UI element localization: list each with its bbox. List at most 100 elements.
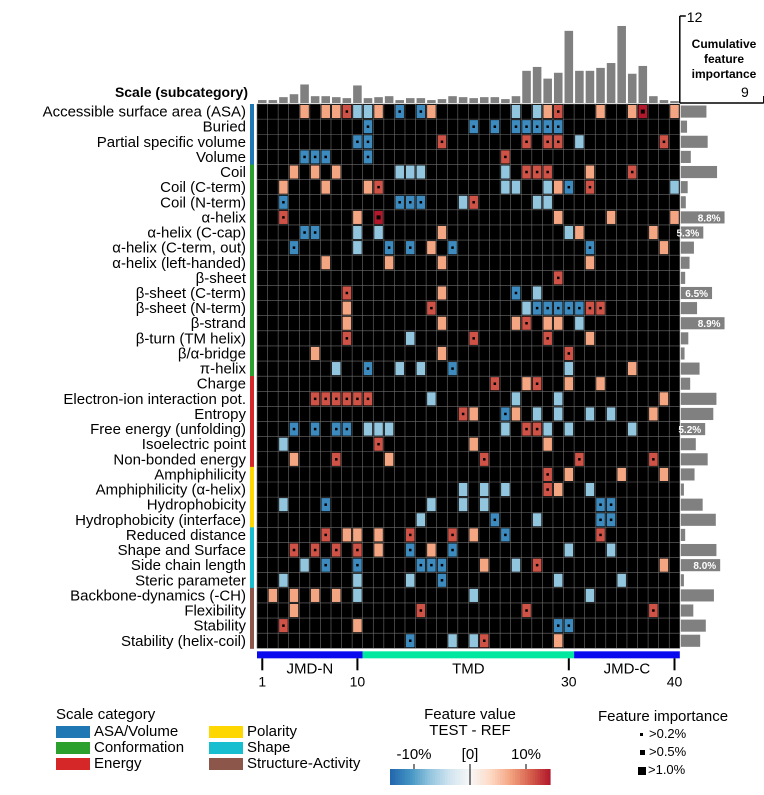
row-label: α-helix (C-cap) (147, 225, 246, 242)
heatmap-cell (395, 362, 404, 376)
importance-marker (556, 306, 560, 310)
heatmap-cell (384, 422, 394, 436)
colorbar-segment (527, 769, 531, 785)
column-importance-bar (596, 67, 605, 103)
importance-marker (356, 397, 359, 401)
category-stripe (250, 179, 254, 196)
heatmap-cell (300, 558, 309, 572)
heatmap-cell (585, 256, 595, 270)
heatmap-cell (564, 543, 574, 557)
importance-legend-item-small: >0.2% (640, 726, 686, 741)
colorbar-segment (402, 769, 406, 785)
value-legend-subtitle: TEST - REF (429, 722, 510, 739)
heatmap-cell (606, 543, 616, 557)
importance-marker (578, 458, 581, 461)
row-label: Entropy (194, 406, 246, 423)
heatmap-cell (363, 422, 373, 436)
importance-marker (356, 140, 359, 144)
importance-marker (324, 503, 327, 506)
heatmap-cell (437, 346, 447, 361)
importance-marker (525, 125, 528, 128)
heatmap-cell (617, 573, 626, 587)
importance-marker (451, 246, 454, 249)
category-stripe (250, 255, 254, 271)
heatmap-cell (511, 105, 521, 119)
colorbar-segment (445, 769, 449, 785)
importance-marker (345, 337, 349, 340)
importance-marker (313, 155, 317, 159)
importance-marker (514, 291, 518, 295)
heatmap-cell (427, 241, 436, 255)
heatmap-cell (627, 105, 637, 119)
category-stripe (250, 602, 254, 619)
column-importance-bar (543, 78, 552, 103)
row-importance-bar (680, 135, 708, 148)
heatmap-cell (321, 256, 330, 270)
column-importance-bar (522, 70, 531, 103)
heatmap-cell (416, 362, 426, 376)
heatmap-cell (310, 346, 320, 361)
row-importance-bar (680, 453, 708, 466)
heatmap-cell (585, 588, 595, 602)
importance-marker (556, 624, 560, 627)
importance-marker (525, 140, 528, 144)
colorbar-segment (510, 769, 514, 785)
column-importance-bar (670, 101, 679, 103)
importance-marker (366, 155, 370, 159)
legend-swatch (209, 726, 243, 739)
importance-marker (588, 185, 592, 189)
column-importance-bar (458, 97, 468, 103)
heatmap-cell (469, 634, 478, 648)
row-importance-bar (680, 604, 694, 617)
row-importance-bar (680, 196, 686, 209)
colorbar-tick-label: 10% (511, 746, 541, 763)
heatmap-cell (437, 316, 447, 330)
heatmap-cell (310, 588, 320, 602)
colorbar-segment (540, 769, 544, 785)
importance-marker (525, 170, 528, 174)
importance-legend-title: Feature importance (598, 708, 729, 725)
heatmap-cell (670, 180, 679, 194)
legend-item-conformation: Conformation (56, 739, 184, 756)
colorbar-tick-label: -10% (396, 746, 431, 763)
heatmap-cell (427, 105, 436, 119)
legend-item-energy: Energy (56, 755, 142, 772)
importance-marker (282, 624, 285, 627)
heatmap-cell (522, 301, 531, 315)
region-bar (257, 651, 363, 659)
colorbar-segment (442, 769, 446, 785)
importance-marker (652, 458, 655, 461)
importance-marker (493, 382, 497, 385)
x-tick-label: 30 (561, 673, 577, 689)
row-label: β/α-bridge (178, 345, 246, 362)
column-importance-bar (374, 97, 383, 103)
column-importance-bar (384, 96, 394, 103)
column-importance-bar (479, 97, 489, 103)
heatmap-cell (543, 195, 552, 209)
importance-legend-item-medium: >0.5% (640, 744, 686, 759)
column-importance-bar (437, 99, 447, 103)
importance-marker (313, 397, 317, 401)
colorbar-segment (535, 769, 539, 785)
colorbar-segment (490, 769, 494, 785)
colorbar-segment (532, 769, 536, 785)
importance-marker (556, 110, 560, 113)
heatmap-cell (659, 241, 669, 255)
importance-marker (356, 548, 359, 552)
heatmap-cell (596, 105, 605, 119)
heatmap-cell (469, 588, 478, 602)
importance-marker (546, 125, 549, 128)
importance-marker (366, 367, 370, 370)
colorbar-segment (440, 769, 444, 785)
colorbar-segment (427, 769, 431, 785)
colorbar-segment (507, 769, 511, 785)
column-importance-bar (532, 66, 542, 103)
importance-marker (345, 291, 349, 295)
row-label: Coil (N-term) (160, 194, 246, 211)
row-importance-bar (680, 543, 717, 557)
row-label: Non-bonded energy (113, 451, 246, 468)
importance-marker (567, 352, 571, 355)
cumulative-importance-title: feature (704, 52, 744, 66)
heatmap-cell (427, 543, 436, 557)
heatmap-cell (627, 362, 637, 376)
